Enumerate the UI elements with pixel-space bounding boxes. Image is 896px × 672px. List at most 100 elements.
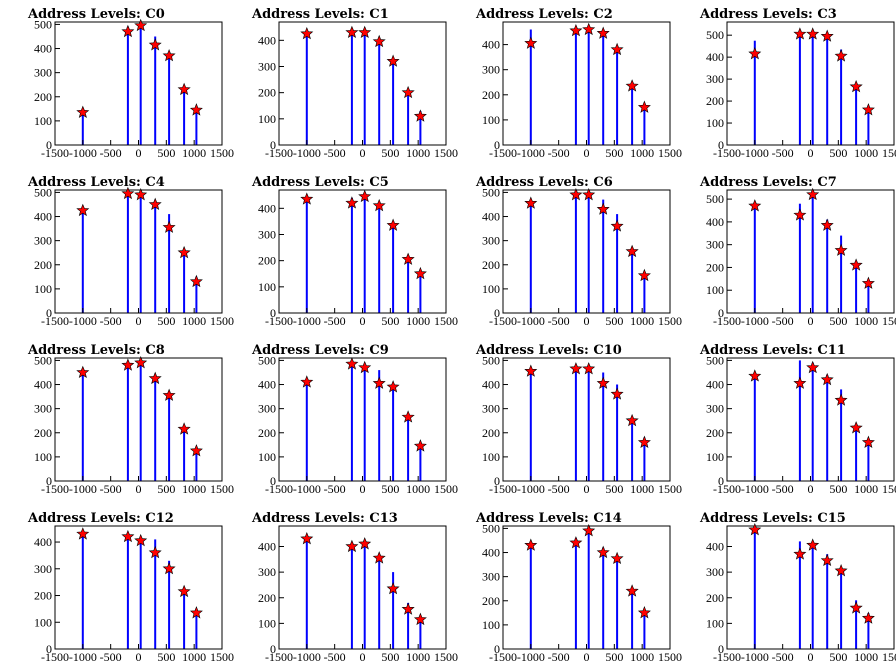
- fit-marker: [861, 276, 875, 289]
- fit-marker: [820, 218, 834, 231]
- x-tick-label: 1500: [658, 146, 682, 160]
- y-tick-label: 300: [482, 402, 500, 416]
- x-tick-label: 1000: [406, 650, 430, 664]
- y-tick-label: 500: [482, 521, 500, 535]
- fit-marker: [793, 27, 807, 40]
- y-tick-label: 300: [482, 234, 500, 248]
- fit-marker: [76, 365, 90, 378]
- fit-marker: [413, 109, 427, 122]
- histogram-bar: [587, 27, 590, 145]
- histogram-bar: [126, 362, 129, 481]
- histogram-bar: [419, 271, 422, 313]
- fit-marker: [413, 439, 427, 452]
- fit-marker: [300, 531, 314, 545]
- y-tick-label: 100: [482, 450, 500, 464]
- fit-marker: [849, 258, 863, 271]
- histogram-bar: [616, 384, 619, 481]
- x-tick-label: 500: [605, 482, 623, 496]
- fit-marker: [76, 105, 90, 118]
- fit-marker: [401, 252, 415, 265]
- fit-marker: [806, 538, 820, 551]
- x-tick-label: 500: [605, 146, 623, 160]
- y-tick-label: 100: [34, 114, 52, 128]
- y-tick-label: 200: [258, 426, 276, 440]
- x-tick-label: 1000: [630, 650, 654, 664]
- histogram-panel: Address Levels: C5 0 100 200 300 400 -1500 -100…: [251, 175, 458, 328]
- y-tick-label: 400: [258, 201, 276, 215]
- x-tick-label: -1500: [41, 650, 69, 664]
- histogram-bar: [529, 370, 532, 481]
- histogram-bar: [168, 214, 171, 313]
- fit-marker: [625, 79, 639, 92]
- histogram-panel: Address Levels: C1 0 100 200 300 400 -1500 -100…: [251, 7, 458, 160]
- y-tick-label: 300: [258, 565, 276, 579]
- histogram-bar: [631, 418, 634, 481]
- y-tick-label: 0: [270, 642, 276, 656]
- x-tick-label: -1500: [713, 146, 741, 160]
- fit-marker: [610, 42, 624, 56]
- fit-marker: [76, 527, 90, 540]
- x-tick-label: -1000: [69, 146, 97, 160]
- y-tick-label: 100: [706, 616, 724, 630]
- y-tick-label: 300: [258, 59, 276, 73]
- panel-title: Address Levels: C14: [475, 511, 622, 526]
- y-tick-label: 0: [46, 306, 52, 320]
- y-tick-label: 300: [706, 402, 724, 416]
- fit-marker: [582, 187, 596, 201]
- histogram-bar: [350, 543, 353, 649]
- y-tick-label: 200: [482, 426, 500, 440]
- y-tick-label: 0: [718, 306, 724, 320]
- fit-marker: [177, 82, 191, 96]
- fit-marker: [748, 199, 762, 212]
- histogram-bar: [81, 108, 84, 145]
- y-tick-label: 500: [34, 353, 52, 367]
- y-tick-label: 200: [258, 86, 276, 100]
- x-tick-label: 1000: [182, 314, 206, 328]
- histogram-bar: [195, 608, 198, 649]
- x-tick-label: -1000: [69, 314, 97, 328]
- x-tick-label: -1500: [265, 314, 293, 328]
- fit-marker: [162, 388, 176, 401]
- histogram-bar: [753, 203, 756, 313]
- histogram-bar: [529, 29, 532, 145]
- histogram-bar: [392, 572, 395, 649]
- histogram-bar: [154, 36, 157, 145]
- x-tick-label: 1000: [182, 146, 206, 160]
- histogram-bar: [378, 42, 381, 145]
- histogram-bar: [643, 610, 646, 649]
- fit-marker: [849, 601, 863, 614]
- histogram-bar: [81, 531, 84, 649]
- histogram-bar: [643, 104, 646, 145]
- x-tick-label: -500: [324, 314, 346, 328]
- panel-title: Address Levels: C12: [27, 511, 174, 526]
- y-tick-label: 300: [482, 570, 500, 584]
- panel-title: Address Levels: C13: [251, 511, 398, 526]
- histogram-bar: [867, 105, 870, 145]
- x-tick-label: 1500: [882, 146, 896, 160]
- y-tick-label: 500: [258, 353, 276, 367]
- fit-marker: [582, 22, 596, 36]
- x-tick-label: 1500: [658, 482, 682, 496]
- histogram-bar: [798, 541, 801, 649]
- y-tick-label: 500: [34, 185, 52, 199]
- fit-marker: [861, 435, 875, 448]
- fit-marker: [148, 371, 162, 385]
- y-tick-label: 200: [258, 591, 276, 605]
- panel-title: Address Levels: C7: [699, 175, 837, 190]
- x-tick-label: -500: [548, 146, 570, 160]
- histogram-panel: Address Levels: C60100200300400500-1500-…: [475, 175, 682, 328]
- y-tick-label: 400: [482, 38, 500, 52]
- histogram-bar: [419, 615, 422, 649]
- histogram-bar: [183, 427, 186, 481]
- histogram-bar: [798, 33, 801, 145]
- y-tick-label: 0: [718, 642, 724, 656]
- histogram-bar: [753, 528, 756, 649]
- x-tick-label: 1000: [854, 650, 878, 664]
- y-tick-label: 300: [706, 238, 724, 252]
- histogram-panel: Address Levels: C2 0 100 200 300 400 -1500 -100…: [475, 7, 682, 160]
- histogram-bar: [840, 389, 843, 481]
- fit-marker: [637, 100, 651, 113]
- x-tick-label: -500: [324, 146, 346, 160]
- histogram-bar: [363, 365, 366, 481]
- histogram-bar: [587, 528, 590, 649]
